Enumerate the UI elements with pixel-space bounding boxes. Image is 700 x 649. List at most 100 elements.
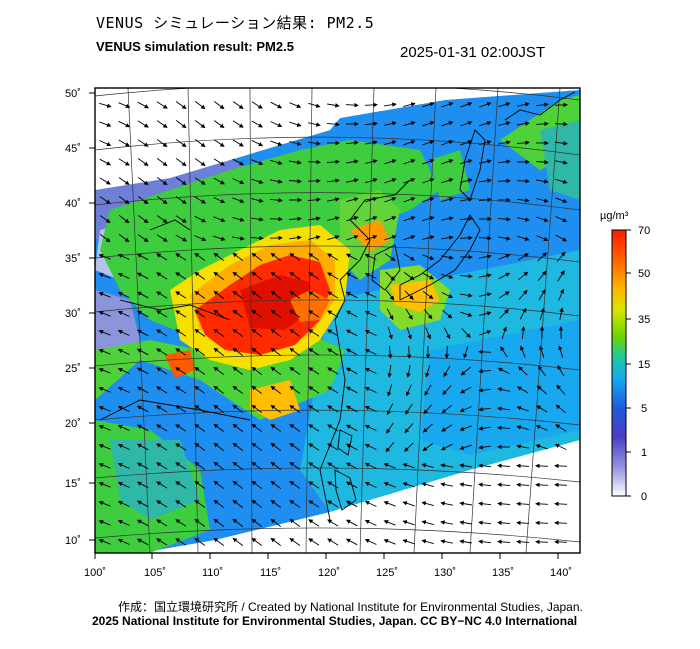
- wind-arrow: [519, 307, 527, 320]
- wind-arrow: [326, 122, 340, 127]
- wind-arrow: [136, 519, 149, 527]
- wind-arrow: [365, 159, 378, 164]
- wind-arrow: [441, 273, 454, 279]
- wind-arrow: [99, 140, 112, 147]
- wind-arrow: [137, 234, 149, 243]
- wind-arrow: [136, 329, 149, 337]
- wind-arrow: [459, 463, 472, 468]
- wind-arrow: [251, 120, 263, 128]
- colorbar-label-5: 5: [641, 403, 647, 415]
- map-frame: [94, 87, 581, 554]
- wind-arrow: [498, 254, 511, 260]
- wind-arrow: [497, 501, 511, 507]
- wind-arrow: [156, 215, 168, 224]
- wind-arrow: [118, 177, 130, 185]
- wind-arrow: [386, 422, 394, 434]
- wind-arrow: [308, 102, 321, 108]
- wind-arrow: [535, 424, 548, 431]
- lon-label-135: 135˚: [492, 567, 514, 579]
- wind-arrow: [175, 519, 187, 527]
- wind-arrow: [213, 404, 225, 413]
- wind-arrow: [327, 291, 339, 299]
- wind-arrow: [136, 272, 149, 280]
- wind-arrow: [364, 310, 377, 317]
- wind-arrow: [175, 443, 187, 451]
- wind-arrow: [422, 235, 435, 240]
- wind-arrow: [308, 443, 320, 451]
- wind-arrow: [251, 480, 263, 489]
- wind-arrow: [156, 367, 168, 375]
- wind-arrow: [440, 443, 453, 451]
- wind-arrow: [213, 235, 226, 241]
- wind-arrow: [444, 345, 450, 359]
- wind-arrow: [232, 423, 244, 432]
- wind-arrow: [117, 405, 130, 412]
- wind-arrow: [289, 102, 302, 108]
- wind-arrow: [308, 538, 320, 546]
- wind-arrow: [555, 234, 568, 242]
- wind-arrow: [156, 462, 168, 470]
- wind-arrow: [194, 537, 206, 546]
- lon-label-125: 125˚: [376, 567, 398, 579]
- wind-arrow: [213, 480, 225, 489]
- wind-arrow: [98, 406, 111, 412]
- wind-arrow: [479, 254, 492, 259]
- wind-arrow: [118, 102, 131, 108]
- wind-arrow: [441, 197, 454, 202]
- wind-arrow: [270, 404, 282, 413]
- wind-arrow: [384, 235, 397, 241]
- wind-arrow: [384, 253, 396, 262]
- wind-arrow: [175, 272, 187, 280]
- wind-arrow: [516, 520, 530, 526]
- wind-arrow: [345, 140, 359, 145]
- wind-arrow: [289, 252, 301, 261]
- colorbar-label-1: 1: [641, 447, 647, 459]
- wind-arrow: [251, 347, 263, 356]
- wind-arrow: [559, 307, 564, 320]
- wind-arrow: [535, 159, 549, 165]
- wind-arrow: [405, 403, 413, 415]
- wind-arrow: [327, 253, 339, 261]
- wind-arrow: [421, 501, 434, 507]
- wind-arrow: [213, 385, 225, 394]
- wind-arrow: [213, 461, 225, 470]
- wind-arrow: [364, 367, 377, 374]
- wind-arrow: [308, 310, 320, 318]
- wind-arrow: [384, 140, 397, 146]
- wind-arrow: [213, 518, 225, 527]
- wind-arrow: [441, 291, 454, 299]
- wind-arrow: [175, 481, 187, 489]
- wind-arrow: [156, 196, 168, 205]
- wind-arrow: [384, 159, 397, 165]
- wind-arrow: [478, 369, 492, 374]
- wind-arrow: [156, 329, 168, 337]
- wind-arrow: [517, 235, 530, 241]
- wind-arrow: [421, 463, 434, 469]
- wind-arrow: [459, 216, 473, 221]
- wind-arrow: [554, 501, 568, 507]
- wind-arrow: [364, 386, 377, 393]
- wind-arrow: [498, 291, 510, 299]
- wind-arrow: [98, 254, 111, 260]
- wind-arrow: [98, 349, 111, 355]
- wind-arrow: [422, 178, 435, 184]
- lon-label-115: 115˚: [260, 567, 281, 579]
- wind-arrow: [459, 425, 472, 431]
- wind-arrow: [213, 347, 225, 356]
- wind-arrow: [440, 501, 453, 506]
- wind-arrow: [156, 272, 168, 280]
- wind-arrow: [327, 348, 339, 356]
- wind-arrow: [175, 120, 187, 129]
- wind-arrow: [404, 423, 414, 434]
- wind-arrow: [99, 102, 112, 108]
- wind-arrow: [425, 327, 431, 340]
- wind-arrow: [497, 539, 511, 545]
- wind-arrow: [270, 159, 283, 165]
- wind-arrow: [459, 406, 472, 413]
- wind-arrow: [117, 253, 130, 260]
- wind-arrow: [460, 140, 473, 146]
- wind-arrow: [289, 442, 301, 451]
- wind-arrow: [421, 520, 434, 526]
- wind-arrow: [516, 463, 530, 469]
